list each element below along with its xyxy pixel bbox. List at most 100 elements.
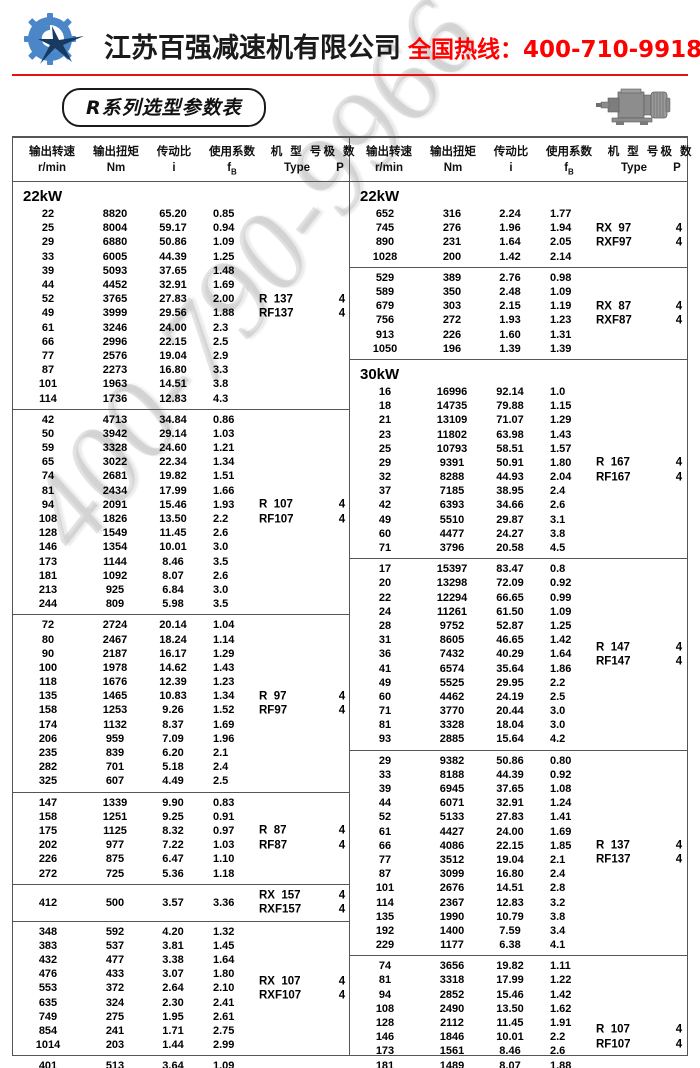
cell-nm: 4477 xyxy=(439,527,465,540)
cell-ratio: 4.49 xyxy=(162,775,184,788)
cell-ratio: 22.15 xyxy=(159,335,187,348)
cell-rpm: 108 xyxy=(38,513,58,526)
cell-fb: 1.24 xyxy=(550,797,572,810)
cell-fb: 1.09 xyxy=(213,1060,235,1068)
cell-rpm: 100 xyxy=(38,661,58,674)
pole-count: 4 xyxy=(338,824,346,837)
cell-ratio: 3.64 xyxy=(162,1060,184,1068)
table-row: 24 11261 61.50 1.09 xyxy=(350,605,687,619)
spec-rows: 16 16996 92.14 1.0 18 14735 79.88 1.15 21 13109 71… xyxy=(350,385,687,555)
cell-nm: 9752 xyxy=(439,619,465,632)
cell-fb: 2.05 xyxy=(550,236,572,249)
cell-fb: 1.48 xyxy=(213,264,235,277)
cell-fb: 3.2 xyxy=(550,896,566,909)
cell-nm: 324 xyxy=(105,996,125,1009)
model-type-row: RXF107 4 xyxy=(259,988,359,1002)
cell-fb: 0.8 xyxy=(550,563,566,576)
cell-fb: 1.96 xyxy=(213,732,235,745)
table-row: 21 13109 71.07 1.29 xyxy=(350,413,687,427)
header-cn-0: 输出转速 xyxy=(29,144,75,158)
cell-ratio: 58.51 xyxy=(496,442,524,455)
cell-rpm: 77 xyxy=(41,349,55,362)
cell-rpm: 1028 xyxy=(372,250,398,263)
cell-rpm: 158 xyxy=(38,704,58,717)
cell-nm: 1990 xyxy=(439,910,465,923)
cell-ratio: 20.44 xyxy=(496,705,524,718)
cell-rpm: 31 xyxy=(378,634,392,647)
cell-nm: 2367 xyxy=(439,896,465,909)
cell-fb: 1.03 xyxy=(213,839,235,852)
table-row: 173 1144 8.46 3.5 xyxy=(13,555,349,569)
cell-ratio: 34.66 xyxy=(496,499,524,512)
cell-nm: 8820 xyxy=(102,208,128,221)
cell-ratio: 17.99 xyxy=(159,484,187,497)
cell-fb: 2.2 xyxy=(550,676,566,689)
cell-nm: 1676 xyxy=(102,676,128,689)
cell-nm: 6005 xyxy=(102,250,128,263)
cell-ratio: 2.64 xyxy=(162,982,184,995)
table-row: 71 3770 20.44 3.0 xyxy=(350,704,687,718)
table-row: 41 6574 35.64 1.86 xyxy=(350,661,687,675)
cell-ratio: 14.51 xyxy=(496,882,524,895)
cell-rpm: 52 xyxy=(41,293,55,306)
model-type-name: R 147 xyxy=(596,641,630,654)
table-row: 16 16996 92.14 1.0 xyxy=(350,385,687,399)
cell-rpm: 749 xyxy=(38,1010,58,1023)
cell-nm: 3942 xyxy=(102,427,128,440)
cell-ratio: 15.46 xyxy=(159,498,187,511)
cell-fb: 1.0 xyxy=(550,385,566,398)
cell-rpm: 181 xyxy=(38,569,58,582)
cell-fb: 1.04 xyxy=(213,619,235,632)
cell-ratio: 16.17 xyxy=(159,647,187,660)
table-row: 635 324 2.30 2.41 xyxy=(13,996,349,1010)
model-type-row: R 107 4 xyxy=(259,498,359,512)
model-type-row: RXF97 4 xyxy=(596,235,696,249)
cell-fb: 1.29 xyxy=(550,414,572,427)
cell-ratio: 7.59 xyxy=(499,924,521,937)
table-row: 181 1092 8.07 2.6 xyxy=(13,569,349,583)
cell-nm: 275 xyxy=(105,1010,125,1023)
cell-nm: 513 xyxy=(105,1060,125,1068)
pole-count: 4 xyxy=(675,839,683,852)
cell-nm: 7185 xyxy=(439,485,465,498)
table-row: 81 3318 17.99 1.22 xyxy=(350,973,687,987)
cell-rpm: 23 xyxy=(378,428,392,441)
spec-block: 42 4713 34.84 0.86 50 3942 29.14 1.03 59 3328 24.6… xyxy=(13,410,349,616)
cell-fb: 1.64 xyxy=(550,648,572,661)
cell-ratio: 24.00 xyxy=(159,321,187,334)
cell-rpm: 890 xyxy=(375,236,395,249)
table-row: 72 2724 20.14 1.04 xyxy=(13,618,349,632)
cell-nm: 1736 xyxy=(102,392,128,405)
model-type-name: RX 157 xyxy=(259,889,301,902)
cell-fb: 0.83 xyxy=(213,796,235,809)
pole-count: 4 xyxy=(338,889,346,902)
cell-fb: 1.18 xyxy=(213,867,235,880)
table-row: 181 1489 8.07 1.88 xyxy=(350,1059,687,1068)
table-row: 114 1736 12.83 4.3 xyxy=(13,391,349,405)
pole-count: 4 xyxy=(675,222,683,235)
model-type-row: R 107 4 xyxy=(596,1023,696,1037)
cell-rpm: 39 xyxy=(41,264,55,277)
cell-ratio: 1.95 xyxy=(162,1010,184,1023)
spec-rows: 72 2724 20.14 1.04 80 2467 18.24 1.14 90 2187 16.1… xyxy=(13,618,349,788)
cell-rpm: 1014 xyxy=(35,1039,61,1052)
cell-fb: 1.80 xyxy=(213,968,235,981)
table-row: 39 6945 37.65 1.08 xyxy=(350,782,687,796)
cell-ratio: 44.39 xyxy=(159,250,187,263)
cell-ratio: 6.47 xyxy=(162,853,184,866)
cell-ratio: 34.84 xyxy=(159,413,187,426)
cell-rpm: 401 xyxy=(38,1060,58,1068)
table-row: 476 433 3.07 1.80 xyxy=(13,967,349,981)
cell-ratio: 65.20 xyxy=(159,208,187,221)
cell-fb: 3.5 xyxy=(213,598,229,611)
cell-fb: 2.4 xyxy=(550,868,566,881)
model-type-name: RX 97 xyxy=(596,222,632,235)
cell-ratio: 32.91 xyxy=(159,279,187,292)
cell-rpm: 59 xyxy=(41,442,55,455)
cell-rpm: 77 xyxy=(378,853,392,866)
cell-rpm: 173 xyxy=(375,1045,395,1058)
cell-ratio: 22.15 xyxy=(496,839,524,852)
cell-ratio: 2.48 xyxy=(499,286,521,299)
cell-rpm: 114 xyxy=(376,896,394,909)
cell-nm: 4086 xyxy=(439,839,465,852)
